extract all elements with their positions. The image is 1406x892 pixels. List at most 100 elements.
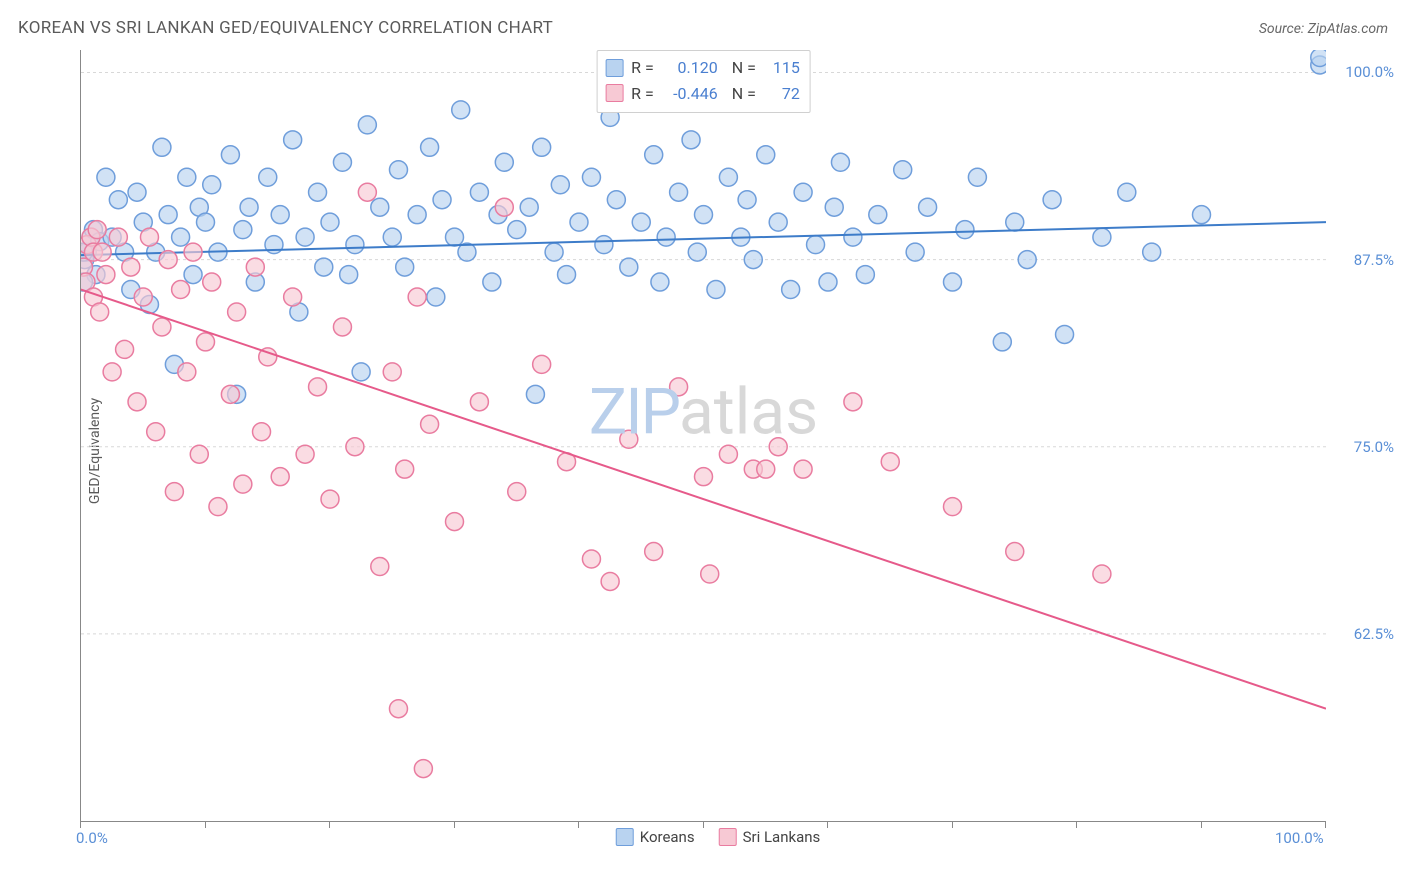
x-tick-mark bbox=[703, 821, 704, 828]
data-point bbox=[383, 363, 401, 381]
data-point bbox=[103, 363, 121, 381]
data-point bbox=[178, 168, 196, 186]
data-point bbox=[1118, 183, 1136, 201]
data-point bbox=[956, 221, 974, 239]
data-point bbox=[153, 138, 171, 156]
data-point bbox=[190, 445, 208, 463]
data-point bbox=[421, 138, 439, 156]
data-point bbox=[558, 266, 576, 284]
data-point bbox=[533, 138, 551, 156]
data-point bbox=[197, 213, 215, 231]
data-point bbox=[433, 191, 451, 209]
data-point bbox=[757, 460, 775, 478]
data-point bbox=[844, 393, 862, 411]
data-point bbox=[91, 303, 109, 321]
stats-row: R =-0.446N =72 bbox=[605, 81, 800, 107]
data-point bbox=[178, 363, 196, 381]
stats-n-value: 72 bbox=[764, 81, 800, 107]
data-point bbox=[128, 183, 146, 201]
data-point bbox=[620, 430, 638, 448]
data-point bbox=[844, 228, 862, 246]
data-point bbox=[140, 228, 158, 246]
data-point bbox=[695, 468, 713, 486]
data-point bbox=[184, 266, 202, 284]
data-point bbox=[240, 198, 258, 216]
data-point bbox=[172, 228, 190, 246]
data-point bbox=[595, 236, 613, 254]
data-point bbox=[153, 318, 171, 336]
data-point bbox=[545, 243, 563, 261]
data-point bbox=[657, 228, 675, 246]
stats-r-key: R = bbox=[631, 55, 654, 81]
data-point bbox=[259, 168, 277, 186]
data-point bbox=[526, 385, 544, 403]
data-point bbox=[284, 131, 302, 149]
data-point bbox=[159, 251, 177, 269]
stats-r-value: -0.446 bbox=[662, 81, 718, 107]
data-point bbox=[358, 183, 376, 201]
data-point bbox=[551, 176, 569, 194]
legend-label: Sri Lankans bbox=[743, 828, 821, 846]
data-point bbox=[383, 228, 401, 246]
x-tick-mark bbox=[329, 821, 330, 828]
data-point bbox=[389, 700, 407, 718]
data-point bbox=[993, 333, 1011, 351]
data-point bbox=[234, 221, 252, 239]
data-point bbox=[1093, 565, 1111, 583]
data-point bbox=[894, 161, 912, 179]
data-point bbox=[346, 236, 364, 254]
data-point bbox=[184, 243, 202, 261]
data-point bbox=[794, 183, 812, 201]
data-point bbox=[508, 483, 526, 501]
data-point bbox=[682, 131, 700, 149]
data-point bbox=[645, 146, 663, 164]
data-point bbox=[427, 288, 445, 306]
chart-canvas bbox=[81, 50, 1326, 821]
data-point bbox=[620, 258, 638, 276]
data-point bbox=[944, 498, 962, 516]
data-point bbox=[122, 258, 140, 276]
data-point bbox=[253, 423, 271, 441]
data-point bbox=[358, 116, 376, 134]
data-point bbox=[1043, 191, 1061, 209]
data-point bbox=[1311, 50, 1326, 66]
y-tick-label: 62.5% bbox=[1354, 625, 1394, 643]
data-point bbox=[333, 318, 351, 336]
data-point bbox=[944, 273, 962, 291]
data-point bbox=[346, 438, 364, 456]
data-point bbox=[97, 266, 115, 284]
x-tick-mark bbox=[952, 821, 953, 828]
data-point bbox=[408, 288, 426, 306]
data-point bbox=[794, 460, 812, 478]
x-tick-mark bbox=[827, 821, 828, 828]
data-point bbox=[221, 146, 239, 164]
data-point bbox=[408, 206, 426, 224]
legend-swatch bbox=[719, 828, 737, 846]
legend-label: Koreans bbox=[640, 828, 695, 846]
data-point bbox=[1006, 213, 1024, 231]
data-point bbox=[371, 198, 389, 216]
data-point bbox=[234, 475, 252, 493]
data-point bbox=[819, 273, 837, 291]
data-point bbox=[1018, 251, 1036, 269]
data-point bbox=[296, 445, 314, 463]
data-point bbox=[396, 258, 414, 276]
legend: Koreans Sri Lankans bbox=[616, 828, 821, 846]
data-point bbox=[520, 198, 538, 216]
data-point bbox=[452, 101, 470, 119]
legend-swatch bbox=[616, 828, 634, 846]
data-point bbox=[197, 333, 215, 351]
data-point bbox=[688, 243, 706, 261]
x-tick-label: 0.0% bbox=[76, 829, 108, 847]
y-tick-label: 75.0% bbox=[1354, 438, 1394, 456]
data-point bbox=[352, 363, 370, 381]
correlation-stats-box: R =0.120N =115R =-0.446N =72 bbox=[596, 50, 811, 113]
data-point bbox=[495, 153, 513, 171]
data-point bbox=[321, 213, 339, 231]
y-tick-label: 100.0% bbox=[1345, 63, 1394, 81]
y-tick-label: 87.5% bbox=[1354, 251, 1394, 269]
data-point bbox=[757, 146, 775, 164]
x-tick-label: 100.0% bbox=[1275, 829, 1324, 847]
data-point bbox=[831, 153, 849, 171]
data-point bbox=[825, 198, 843, 216]
